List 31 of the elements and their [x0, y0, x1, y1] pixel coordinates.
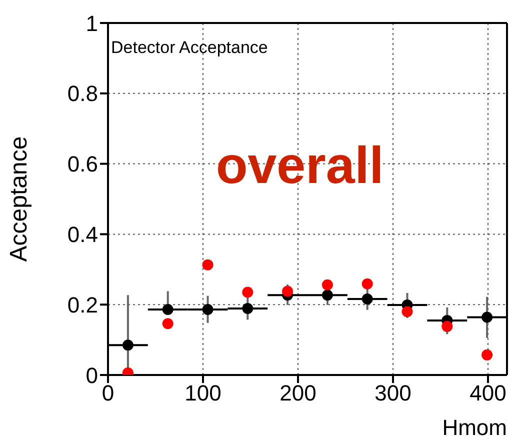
y-axis-title: Acceptance: [6, 136, 33, 262]
point: [322, 279, 333, 290]
point: [202, 259, 214, 270]
y-tick-label: 1: [86, 10, 98, 36]
point: [122, 340, 134, 351]
y-tick-label: 0.2: [67, 292, 98, 318]
point: [162, 318, 174, 330]
point: [482, 349, 493, 360]
x-tick-label: 100: [184, 380, 222, 406]
point: [362, 293, 373, 304]
y-tick-label: 0.6: [67, 152, 98, 177]
point: [162, 304, 174, 316]
annotation: overall: [216, 136, 384, 196]
point: [482, 312, 493, 323]
point: [202, 304, 214, 316]
text: Detector Acceptance: [111, 38, 268, 58]
x-tick-label: 0: [102, 380, 114, 406]
y-tick-label: 0.4: [67, 222, 98, 248]
point: [402, 306, 413, 318]
y-tick-label: 0: [86, 362, 98, 388]
point: [242, 302, 254, 314]
point: [442, 320, 453, 332]
x-tick-label: 400: [470, 380, 506, 406]
x-axis-title: Hmom: [442, 415, 507, 440]
x-tick-label: 300: [374, 380, 412, 406]
y-tick-label: 0.8: [67, 81, 98, 106]
point: [242, 286, 254, 298]
point: [322, 290, 333, 301]
point: [282, 286, 294, 297]
point: [362, 278, 373, 290]
x-tick-label: 200: [280, 380, 316, 406]
